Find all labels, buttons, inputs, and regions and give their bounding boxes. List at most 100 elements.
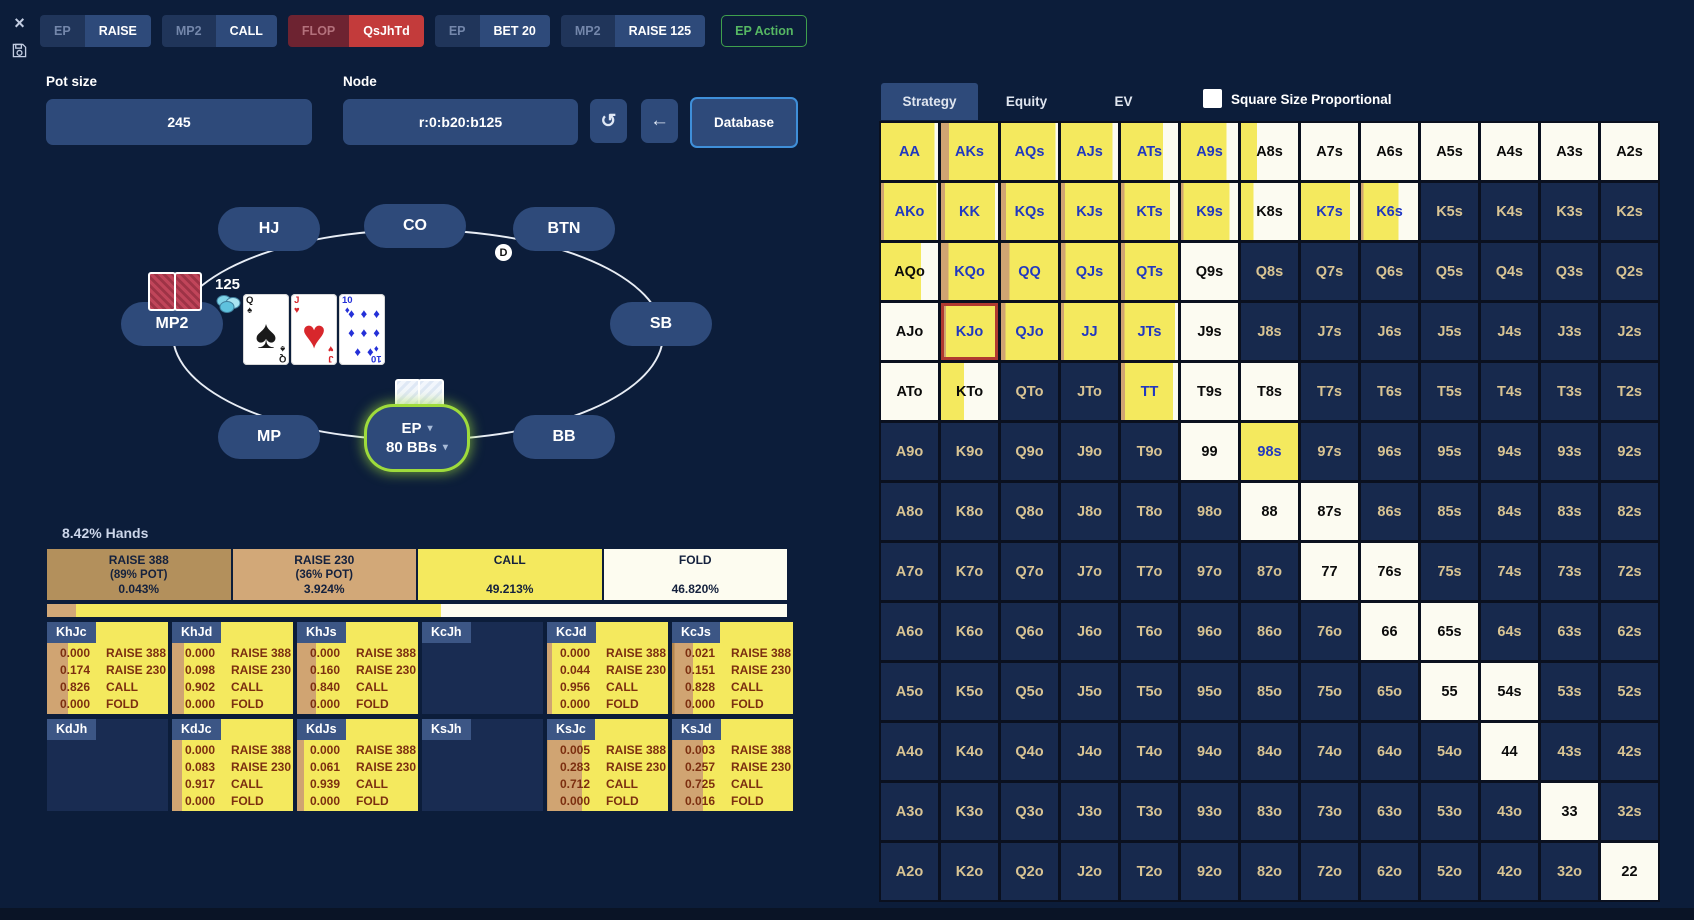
matrix-cell-JTs[interactable]: JTs [1121, 303, 1178, 360]
matrix-cell-99[interactable]: 99 [1181, 423, 1238, 480]
combo-cell-KdJh[interactable]: KdJh [47, 719, 168, 811]
matrix-cell-Q2s[interactable]: Q2s [1601, 243, 1658, 300]
matrix-cell-63s[interactable]: 63s [1541, 603, 1598, 660]
matrix-cell-T4s[interactable]: T4s [1481, 363, 1538, 420]
matrix-cell-84s[interactable]: 84s [1481, 483, 1538, 540]
history-position-2[interactable]: FLOP [287, 15, 350, 47]
matrix-cell-T5o[interactable]: T5o [1121, 663, 1178, 720]
close-icon[interactable]: × [14, 13, 25, 33]
chevron-down-icon[interactable]: ▾ [442, 442, 448, 453]
matrix-cell-QJs[interactable]: QJs [1061, 243, 1118, 300]
matrix-cell-65o[interactable]: 65o [1361, 663, 1418, 720]
matrix-cell-83o[interactable]: 83o [1241, 783, 1298, 840]
chevron-down-icon[interactable]: ▾ [427, 423, 433, 434]
matrix-cell-87o[interactable]: 87o [1241, 543, 1298, 600]
matrix-cell-J4s[interactable]: J4s [1481, 303, 1538, 360]
seat-ep-hero[interactable]: EP ▾ 80 BBs ▾ [367, 407, 467, 469]
matrix-cell-Q4s[interactable]: Q4s [1481, 243, 1538, 300]
database-button[interactable]: Database [690, 97, 798, 148]
matrix-cell-J7s[interactable]: J7s [1301, 303, 1358, 360]
matrix-cell-J3o[interactable]: J3o [1061, 783, 1118, 840]
matrix-cell-95o[interactable]: 95o [1181, 663, 1238, 720]
back-button[interactable]: ← [641, 99, 678, 143]
matrix-cell-A6s[interactable]: A6s [1361, 123, 1418, 180]
matrix-cell-64o[interactable]: 64o [1361, 723, 1418, 780]
combo-cell-KsJh[interactable]: KsJh [422, 719, 543, 811]
matrix-cell-QQ[interactable]: QQ [1001, 243, 1058, 300]
matrix-cell-K3s[interactable]: K3s [1541, 183, 1598, 240]
matrix-cell-K2s[interactable]: K2s [1601, 183, 1658, 240]
seat-co[interactable]: CO [364, 204, 466, 248]
matrix-cell-T3o[interactable]: T3o [1121, 783, 1178, 840]
matrix-cell-AKo[interactable]: AKo [881, 183, 938, 240]
matrix-cell-32s[interactable]: 32s [1601, 783, 1658, 840]
seat-sb[interactable]: SB [610, 302, 712, 346]
matrix-cell-Q8s[interactable]: Q8s [1241, 243, 1298, 300]
matrix-cell-82o[interactable]: 82o [1241, 843, 1298, 900]
matrix-cell-K8o[interactable]: K8o [941, 483, 998, 540]
matrix-cell-Q7s[interactable]: Q7s [1301, 243, 1358, 300]
matrix-cell-T2o[interactable]: T2o [1121, 843, 1178, 900]
matrix-cell-A3s[interactable]: A3s [1541, 123, 1598, 180]
matrix-cell-A2s[interactable]: A2s [1601, 123, 1658, 180]
matrix-cell-J7o[interactable]: J7o [1061, 543, 1118, 600]
matrix-cell-J5s[interactable]: J5s [1421, 303, 1478, 360]
matrix-cell-95s[interactable]: 95s [1421, 423, 1478, 480]
matrix-cell-K7s[interactable]: K7s [1301, 183, 1358, 240]
matrix-cell-Q4o[interactable]: Q4o [1001, 723, 1058, 780]
combo-cell-KsJd[interactable]: KsJd 0.003 RAISE 388 0.257 RAISE 230 0.725 CAL… [672, 719, 793, 811]
matrix-cell-J9s[interactable]: J9s [1181, 303, 1238, 360]
combo-cell-KhJd[interactable]: KhJd 0.000 RAISE 388 0.098 RAISE 230 0.902 CAL… [172, 622, 293, 714]
combo-cell-KcJh[interactable]: KcJh [422, 622, 543, 714]
matrix-cell-J3s[interactable]: J3s [1541, 303, 1598, 360]
seat-mp[interactable]: MP [218, 415, 320, 459]
matrix-cell-AQs[interactable]: AQs [1001, 123, 1058, 180]
matrix-cell-53o[interactable]: 53o [1421, 783, 1478, 840]
matrix-cell-K4o[interactable]: K4o [941, 723, 998, 780]
history-action-2[interactable]: QsJhTd [349, 15, 424, 47]
matrix-cell-42o[interactable]: 42o [1481, 843, 1538, 900]
matrix-cell-72s[interactable]: 72s [1601, 543, 1658, 600]
matrix-cell-94s[interactable]: 94s [1481, 423, 1538, 480]
matrix-cell-K8s[interactable]: K8s [1241, 183, 1298, 240]
matrix-cell-94o[interactable]: 94o [1181, 723, 1238, 780]
matrix-cell-73o[interactable]: 73o [1301, 783, 1358, 840]
matrix-cell-85s[interactable]: 85s [1421, 483, 1478, 540]
matrix-cell-A8s[interactable]: A8s [1241, 123, 1298, 180]
matrix-cell-93o[interactable]: 93o [1181, 783, 1238, 840]
seat-hj[interactable]: HJ [218, 207, 320, 251]
matrix-cell-A9s[interactable]: A9s [1181, 123, 1238, 180]
matrix-cell-K3o[interactable]: K3o [941, 783, 998, 840]
seat-btn[interactable]: BTN [513, 207, 615, 251]
combo-cell-KcJs[interactable]: KcJs 0.021 RAISE 388 0.151 RAISE 230 0.828 CAL… [672, 622, 793, 714]
matrix-cell-K5o[interactable]: K5o [941, 663, 998, 720]
tab-equity[interactable]: Equity [1005, 94, 1048, 109]
matrix-cell-54o[interactable]: 54o [1421, 723, 1478, 780]
matrix-cell-52o[interactable]: 52o [1421, 843, 1478, 900]
matrix-cell-J6o[interactable]: J6o [1061, 603, 1118, 660]
matrix-cell-KK[interactable]: KK [941, 183, 998, 240]
matrix-cell-T5s[interactable]: T5s [1421, 363, 1478, 420]
matrix-cell-AJs[interactable]: AJs [1061, 123, 1118, 180]
matrix-cell-Q3o[interactable]: Q3o [1001, 783, 1058, 840]
matrix-cell-K5s[interactable]: K5s [1421, 183, 1478, 240]
matrix-cell-T9o[interactable]: T9o [1121, 423, 1178, 480]
matrix-cell-52s[interactable]: 52s [1601, 663, 1658, 720]
matrix-cell-72o[interactable]: 72o [1301, 843, 1358, 900]
matrix-cell-Q2o[interactable]: Q2o [1001, 843, 1058, 900]
matrix-cell-T7s[interactable]: T7s [1301, 363, 1358, 420]
matrix-cell-K7o[interactable]: K7o [941, 543, 998, 600]
matrix-cell-96s[interactable]: 96s [1361, 423, 1418, 480]
matrix-cell-Q6s[interactable]: Q6s [1361, 243, 1418, 300]
matrix-cell-88[interactable]: 88 [1241, 483, 1298, 540]
matrix-cell-KJs[interactable]: KJs [1061, 183, 1118, 240]
matrix-cell-A5s[interactable]: A5s [1421, 123, 1478, 180]
matrix-cell-86o[interactable]: 86o [1241, 603, 1298, 660]
square-size-checkbox[interactable] [1203, 89, 1222, 108]
matrix-cell-KTs[interactable]: KTs [1121, 183, 1178, 240]
matrix-cell-A6o[interactable]: A6o [881, 603, 938, 660]
matrix-cell-53s[interactable]: 53s [1541, 663, 1598, 720]
matrix-cell-AQo[interactable]: AQo [881, 243, 938, 300]
history-action-3[interactable]: BET 20 [479, 15, 550, 47]
history-action-0[interactable]: RAISE [84, 15, 151, 47]
